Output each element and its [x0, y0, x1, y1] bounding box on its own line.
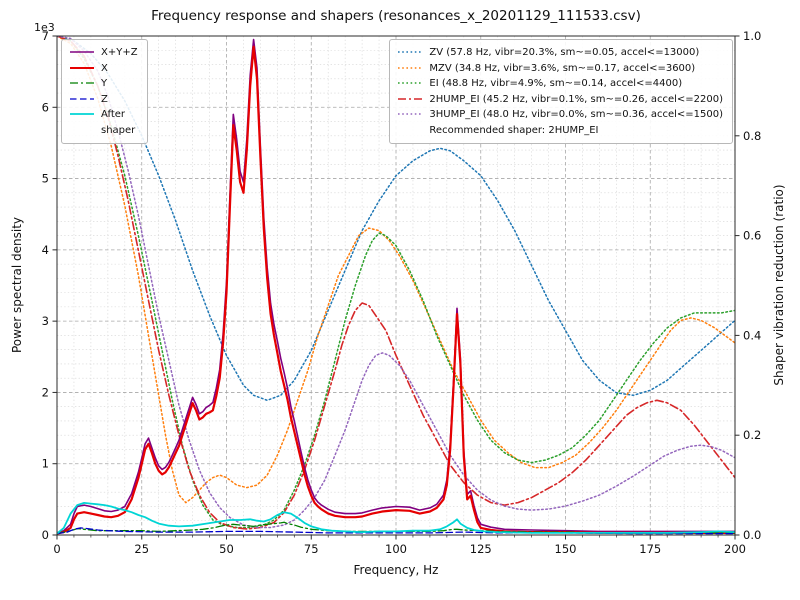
legend-label: MZV (34.8 Hz, vibr=3.6%, sm~=0.17, accel…: [429, 62, 696, 74]
legend-label: ZV (57.8 Hz, vibr=20.3%, sm~=0.05, accel…: [429, 47, 700, 58]
curve-after-shaper: [57, 502, 735, 535]
legend-item: After shaper: [69, 107, 138, 138]
right-y-tick-label: 0.0: [743, 528, 761, 542]
left-y-tick-label: 7: [42, 29, 49, 43]
x-tick-label: 125: [470, 542, 492, 556]
left-y-tick-label: 2: [42, 385, 49, 399]
legend-label: 2HUMP_EI (45.2 Hz, vibr=0.1%, sm~=0.26, …: [429, 93, 723, 105]
legend-line-sample-after-shaper: [70, 113, 94, 115]
legend-line-sample-zv: [398, 51, 423, 53]
x-tick-label: 150: [555, 542, 577, 556]
legend-item: X+Y+Z: [69, 45, 138, 61]
legend-item: MZV (34.8 Hz, vibr=3.6%, sm~=0.17, accel…: [397, 61, 723, 77]
legend-label: X+Y+Z: [101, 47, 138, 58]
y-axis-offset-text: 1e3: [34, 21, 55, 34]
legend-line-sample-x+y+z: [70, 51, 94, 53]
chart-title: Frequency response and shapers (resonanc…: [151, 8, 641, 24]
x-tick-label: 50: [219, 542, 234, 556]
legend-line-sample-ei: [398, 82, 423, 84]
legend-psd: X+Y+Z X Y Z After shaper: [61, 39, 148, 144]
curve-2hump_ei: [57, 36, 735, 530]
right-y-tick-label: 0.8: [743, 129, 761, 143]
legend-item: 3HUMP_EI (48.0 Hz, vibr=0.0%, sm~=0.36, …: [397, 107, 723, 123]
left-y-tick-label: 0: [42, 528, 49, 542]
legend-label: Z: [101, 93, 108, 105]
x-tick-label: 75: [304, 542, 319, 556]
legend-line-sample-2hump_ei: [398, 97, 423, 100]
legend-label: Y: [101, 78, 108, 89]
left-y-tick-label: 4: [42, 243, 49, 257]
legend-label: After shaper: [101, 109, 136, 136]
legend-item: Z: [69, 92, 138, 108]
x-tick-label: 25: [134, 542, 149, 556]
curve-x: [57, 45, 735, 535]
legend-item: ZV (57.8 Hz, vibr=20.3%, sm~=0.05, accel…: [397, 45, 723, 61]
legend-line-sample-mzv: [398, 66, 423, 69]
legend-line-sample-3hump_ei: [398, 113, 423, 115]
legend-item: Recommended shaper: 2HUMP_EI: [397, 123, 723, 139]
x-tick-label: 175: [639, 542, 661, 556]
curve-mzv: [57, 36, 735, 504]
legend-label: X: [101, 62, 108, 74]
left-y-tick-label: 5: [42, 172, 49, 186]
x-tick-label: 100: [385, 542, 407, 556]
curve-ei: [57, 36, 735, 529]
legend-line-sample-y: [70, 82, 94, 84]
right-y-tick-label: 0.2: [743, 428, 761, 442]
legend-item: X: [69, 61, 138, 77]
legend-item: 2HUMP_EI (45.2 Hz, vibr=0.1%, sm~=0.26, …: [397, 92, 723, 108]
right-y-tick-label: 1.0: [743, 29, 761, 43]
shaper-curves: [57, 36, 735, 530]
x-tick-label: 0: [53, 542, 60, 556]
x-tick-label: 200: [724, 542, 746, 556]
x-axis-label: Frequency, Hz: [353, 563, 439, 577]
left-y-tick-label: 1: [42, 457, 49, 471]
legend-label: 3HUMP_EI (48.0 Hz, vibr=0.0%, sm~=0.36, …: [429, 109, 723, 120]
psd-curves: [57, 38, 735, 535]
legend-item: EI (48.8 Hz, vibr=4.9%, sm~=0.14, accel<…: [397, 76, 723, 92]
curve-zv: [57, 36, 735, 402]
left-y-axis-label: Power spectral density: [10, 216, 24, 354]
legend-line-sample-x: [70, 66, 94, 69]
left-y-tick-label: 3: [42, 314, 49, 328]
left-y-tick-label: 6: [42, 100, 49, 114]
right-y-axis-label: Shaper vibration reduction (ratio): [772, 184, 786, 386]
curve-3hump_ei: [57, 36, 735, 529]
legend-item: Y: [69, 76, 138, 92]
curve-z: [57, 527, 735, 535]
axis-ticks-and-labels: 0 25 50 75 100 125 150 175 200 0 1 2 3 4 5 6 7 0.0 0.2 0.4 0…: [42, 29, 762, 556]
legend-label: Recommended shaper: 2HUMP_EI: [429, 124, 599, 136]
right-y-tick-label: 0.4: [743, 328, 761, 342]
right-y-tick-label: 0.6: [743, 229, 761, 243]
legend-shapers: ZV (57.8 Hz, vibr=20.3%, sm~=0.05, accel…: [389, 39, 733, 144]
legend-label: EI (48.8 Hz, vibr=4.9%, sm~=0.14, accel<…: [429, 78, 683, 89]
legend-line-sample-z: [70, 97, 94, 100]
